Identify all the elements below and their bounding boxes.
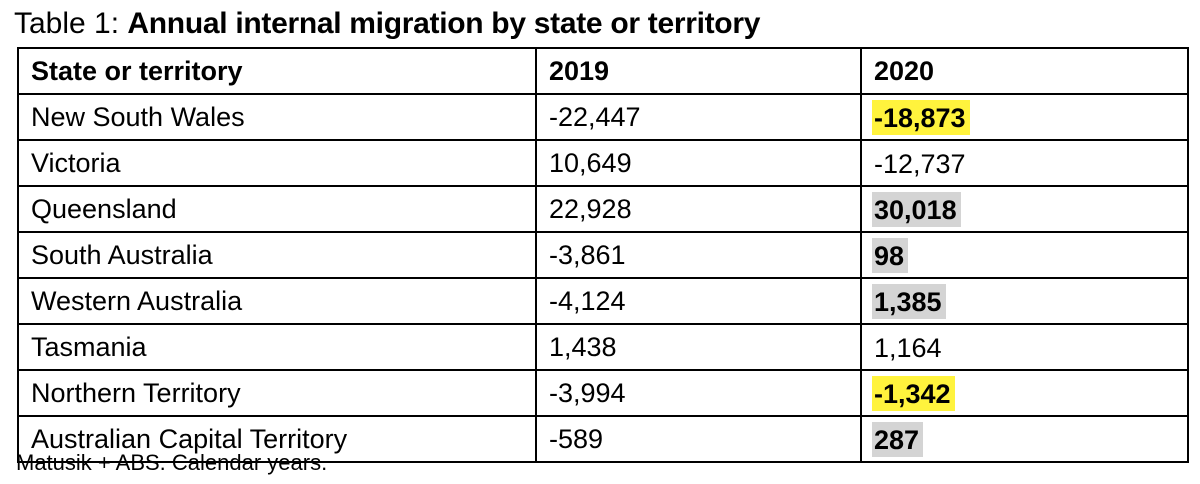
highlighted-value-2020: 287 (872, 421, 924, 457)
highlighted-value-2020: -1,342 (872, 375, 955, 411)
migration-table: State or territory 2019 2020 New South W… (17, 47, 1189, 463)
value-2019-cell: -3,994 (535, 369, 862, 417)
table-row: New South Wales -22,447 -18,873 (17, 93, 1189, 141)
state-cell: Victoria (17, 139, 537, 187)
header-2019: 2019 (535, 47, 862, 95)
value-2019-cell: -589 (535, 415, 862, 463)
value-2020-cell: 287 (860, 415, 1189, 463)
state-cell: Tasmania (17, 323, 537, 371)
table-row: Queensland 22,928 30,018 (17, 185, 1189, 233)
value-2020-cell: -1,342 (860, 369, 1189, 417)
table-row: Northern Territory -3,994 -1,342 (17, 369, 1189, 417)
highlighted-value-2020: 98 (872, 237, 909, 273)
header-state: State or territory (17, 47, 537, 95)
value-2020-cell: 98 (860, 231, 1189, 279)
value-2020-cell: 1,385 (860, 277, 1189, 325)
state-cell: New South Wales (17, 93, 537, 141)
value-2019-cell: -22,447 (535, 93, 862, 141)
table-title-prefix: Table 1: (14, 7, 120, 40)
highlighted-value-2020: -18,873 (872, 99, 970, 135)
value-2019-cell: -4,124 (535, 277, 862, 325)
value-2020: -12,737 (874, 148, 966, 179)
table-body: New South Wales -22,447 -18,873 Victoria 10,… (17, 93, 1189, 463)
value-2020-cell: -18,873 (860, 93, 1189, 141)
table-row: Western Australia -4,124 1,385 (17, 277, 1189, 325)
table-title-main: Annual internal migration by state or te… (127, 7, 761, 40)
table-row: Australian Capital Territory -589 287 (17, 415, 1189, 463)
table-row: Victoria 10,649 -12,737 (17, 139, 1189, 187)
state-cell: Northern Territory (17, 369, 537, 417)
value-2019-cell: 10,649 (535, 139, 862, 187)
state-cell: Western Australia (17, 277, 537, 325)
footnote: Matusik + ABS. Calendar years. (16, 450, 328, 475)
table-row: South Australia -3,861 98 (17, 231, 1189, 279)
state-cell: Australian Capital Territory (17, 415, 537, 463)
value-2019-cell: 22,928 (535, 185, 862, 233)
table-title: Table 1: Annual internal migration by st… (14, 4, 760, 44)
state-cell: Queensland (17, 185, 537, 233)
table-row: Tasmania 1,438 1,164 (17, 323, 1189, 371)
state-cell: South Australia (17, 231, 537, 279)
header-2020: 2020 (860, 47, 1189, 95)
value-2020-cell: 1,164 (860, 323, 1189, 371)
highlighted-value-2020: 1,385 (872, 283, 946, 319)
value-2020-cell: 30,018 (860, 185, 1189, 233)
table-header-row: State or territory 2019 2020 (17, 47, 1189, 95)
highlighted-value-2020: 30,018 (872, 191, 961, 227)
value-2020: 1,164 (874, 332, 942, 363)
value-2019-cell: 1,438 (535, 323, 862, 371)
value-2020-cell: -12,737 (860, 139, 1189, 187)
value-2019-cell: -3,861 (535, 231, 862, 279)
